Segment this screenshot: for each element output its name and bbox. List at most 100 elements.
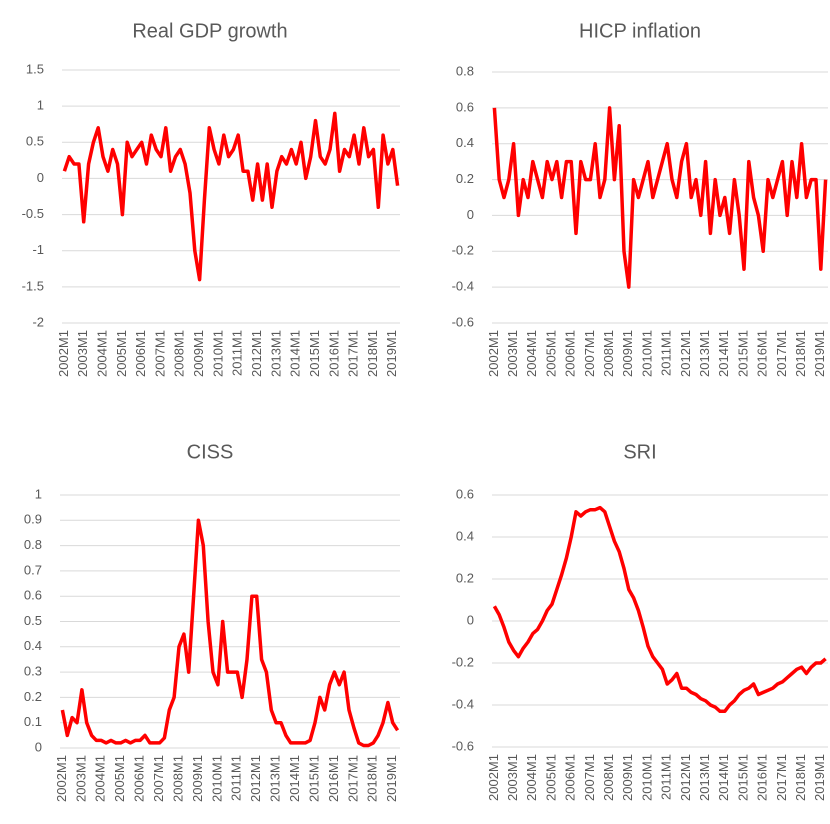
y-tick-label: 0.4 [456,135,474,150]
y-tick-label: 0.1 [24,714,42,729]
chart-title: Real GDP growth [132,20,287,42]
y-tick-label: -0.4 [452,696,474,711]
x-tick-label: 2011M1 [659,330,674,376]
y-tick-label: -0.4 [452,279,474,294]
x-tick-label: 2009M1 [620,754,635,801]
panel: CISS 0 0.1 0.2 0.3 0.4 0.5 0.6 0.7 0.8 0.9 1 2002M1 2… [24,441,400,802]
data-line [62,111,400,282]
x-tick-label: 2007M1 [582,330,597,377]
y-tick-label: 0.8 [24,537,42,552]
x-tick-label: 2011M1 [659,754,674,800]
x-tick-label: 2019M1 [812,754,827,801]
data-line [492,106,828,289]
x-tick-label: 2002M1 [56,330,71,377]
x-tick-label: 2006M1 [132,755,147,802]
x-tick-label: 2016M1 [755,330,770,377]
x-tick-label: 2014M1 [716,330,731,377]
y-tick-label: 0.4 [24,638,42,653]
x-tick-label: 2015M1 [735,330,750,377]
y-tick-label: -0.6 [452,738,474,753]
y-tick-label: 0 [467,207,474,222]
y-tick-label: -1.5 [22,278,44,293]
x-tick-label: 2009M1 [190,755,205,802]
x-tick-label: 2008M1 [601,330,616,377]
x-tick-label: 2012M1 [248,755,263,802]
x-tick-label: 2012M1 [678,330,693,377]
y-tick-label: 0.6 [456,486,474,501]
x-tick-label: 2004M1 [524,754,539,801]
y-tick-label: -1 [32,242,44,257]
y-tick-label: 0.8 [456,63,474,78]
x-tick-label: 2017M1 [346,330,361,377]
x-tick-label: 2014M1 [288,330,303,377]
x-tick-label: 2013M1 [268,755,283,802]
x-tick-label: 2004M1 [94,330,109,377]
x-tick-label: 2003M1 [75,330,90,377]
x-tick-label: 2012M1 [678,754,693,801]
panel: Real GDP growth -2 -1.5 -1 -0.5 0 0.5 1 1.5 2002M… [22,20,400,377]
y-tick-label: -2 [32,314,44,329]
x-tick-label: 2006M1 [563,330,578,377]
y-tick-label: 1 [35,486,42,501]
y-tick-label: -0.5 [22,206,44,221]
y-tick-label: 0.5 [24,613,42,628]
x-tick-label: 2010M1 [639,754,654,801]
x-tick-label: 2013M1 [697,754,712,801]
x-tick-label: 2011M1 [230,330,245,376]
x-tick-label: 2007M1 [582,754,597,801]
x-tick-label: 2007M1 [151,755,166,802]
x-tick-label: 2004M1 [524,330,539,377]
x-tick-label: 2002M1 [486,330,501,377]
x-tick-label: 2019M1 [384,755,399,802]
x-tick-label: 2008M1 [172,330,187,377]
y-tick-label: 0.2 [24,689,42,704]
x-tick-label: 2018M1 [793,330,808,377]
x-tick-label: 2016M1 [326,330,341,377]
y-tick-label: 0.9 [24,512,42,527]
x-tick-label: 2017M1 [345,755,360,802]
x-tick-label: 2004M1 [93,755,108,802]
x-tick-label: 2003M1 [505,754,520,801]
y-tick-label: 1 [37,98,44,113]
y-tick-label: 0.2 [456,171,474,186]
x-tick-label: 2012M1 [249,330,264,377]
x-tick-label: 2017M1 [774,754,789,801]
x-tick-label: 2018M1 [365,755,380,802]
y-tick-label: 0.6 [456,99,474,114]
data-line [492,505,827,714]
x-tick-label: 2007M1 [152,330,167,377]
x-tick-label: 2015M1 [306,755,321,802]
y-tick-label: 1.5 [26,61,44,76]
y-tick-label: 0.6 [24,588,42,603]
x-tick-label: 2003M1 [505,330,520,377]
y-tick-label: -0.6 [452,314,474,329]
x-tick-label: 2015M1 [307,330,322,377]
y-tick-label: 0.7 [24,562,42,577]
x-tick-label: 2019M1 [384,330,399,377]
x-tick-label: 2010M1 [209,755,224,802]
y-tick-label: 0 [35,739,42,754]
panel: HICP inflation -0.6 -0.4 -0.2 0 0.2 0.4 0.6 0.8 2… [452,20,828,377]
y-tick-label: 0 [467,612,474,627]
chart-title: CISS [187,441,234,463]
x-tick-label: 2013M1 [268,330,283,377]
y-tick-label: -0.2 [452,243,474,258]
x-tick-label: 2002M1 [486,754,501,801]
x-tick-label: 2010M1 [210,330,225,377]
x-tick-label: 2009M1 [620,330,635,377]
panel: SRI -0.6 -0.4 -0.2 0 0.2 0.4 0.6 2002M1 2003M1 200… [452,441,828,801]
x-tick-label: 2013M1 [697,330,712,377]
x-tick-label: 2019M1 [812,330,827,377]
x-tick-label: 2008M1 [170,755,185,802]
x-tick-label: 2017M1 [774,330,789,377]
data-line [60,518,400,748]
x-tick-label: 2009M1 [191,330,206,377]
y-tick-label: 0.5 [26,134,44,149]
x-tick-label: 2005M1 [114,330,129,377]
y-tick-label: 0.2 [456,570,474,585]
x-tick-label: 2005M1 [543,330,558,377]
x-tick-label: 2015M1 [735,754,750,801]
x-tick-label: 2016M1 [755,754,770,801]
